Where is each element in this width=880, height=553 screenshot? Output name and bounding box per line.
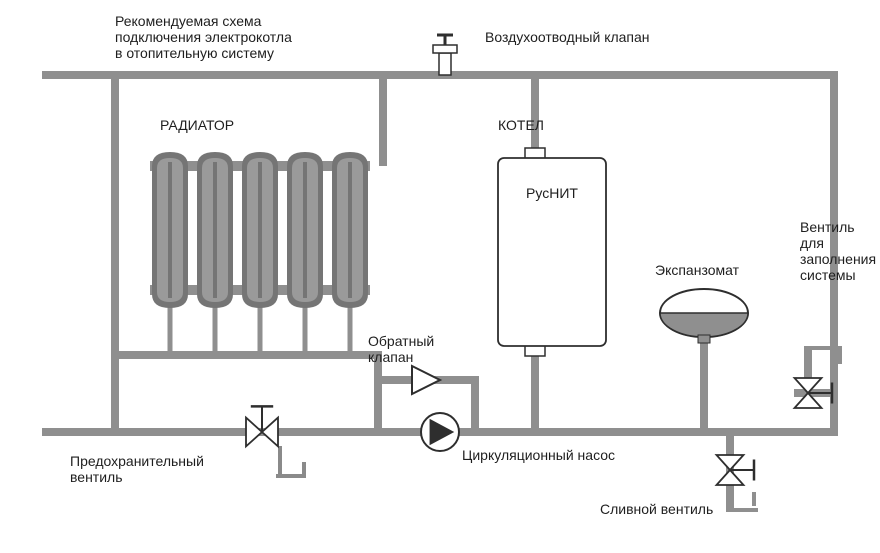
check-valve [412,366,440,394]
drain-valve-label: Сливной вентиль [600,501,713,517]
safety-valve [246,406,278,446]
fill-valve-label-3: заполнения [800,251,876,267]
fill-valve-label-1: Вентиль [800,219,855,235]
boiler-label: КОТЕЛ [498,117,544,133]
expansion-tank [660,289,748,343]
expans-label: Экспанзомат [655,262,740,278]
drain-valve [717,455,755,485]
check-valve-label-1: Обратный [368,333,434,349]
radiator [150,152,370,308]
boiler-brand-label: РусНИТ [526,185,578,201]
pump-label: Циркуляционный насос [462,447,615,463]
boiler: РусНИТ [498,148,606,356]
safety-valve-label-1: Предохранительный [70,453,204,469]
fill-valve-label-4: системы [800,267,856,283]
title-line3: в отопительную систему [115,45,274,61]
check-valve-label-2: клапан [368,349,413,365]
title-line1: Рекомендуемая схема [115,13,262,29]
safety-valve-label-2: вентиль [70,469,123,485]
air-valve-label: Воздухоотводный клапан [485,29,650,45]
fill-valve-label-2: для [800,235,824,251]
radiator-label: РАДИАТОР [160,117,234,133]
pump [421,413,459,451]
title-line2: подключения электрокотла [115,29,292,45]
heating-system-diagram: РусНИТ Рекомендуемая схемаподключения эле… [0,0,880,553]
